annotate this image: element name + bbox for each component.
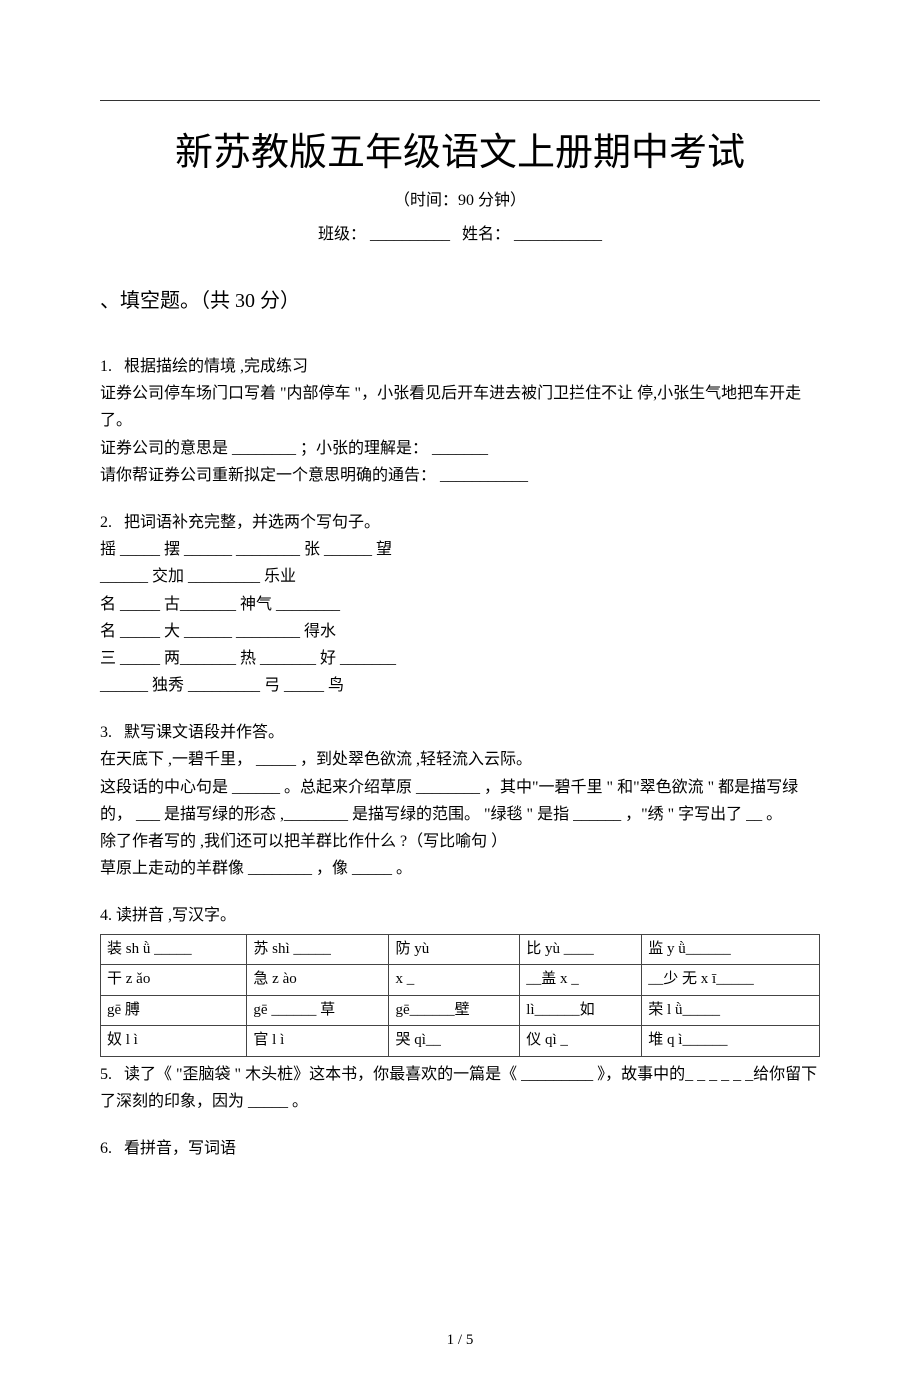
- q5-label: 5.: [100, 1066, 112, 1083]
- q2-r6: ______ 独秀 _________ 弓 _____ 鸟: [100, 677, 344, 694]
- cell: 哭 qì__: [389, 1026, 520, 1057]
- class-label: 班级：: [318, 226, 366, 243]
- question-3: 3. 默写课文语段并作答。 在天底下 ,一碧千里， _____ ，到处翠色欲流 …: [100, 719, 820, 882]
- table-row: 装 sh ǜ _____ 苏 shì _____ 防 yù 比 yù ____ …: [101, 934, 820, 965]
- question-2: 2. 把词语补充完整，并选两个写句子。 摇 _____ 摆 ______ ___…: [100, 509, 820, 699]
- section-1-header: 、填空题。（共 30 分）: [100, 284, 820, 313]
- question-1: 1. 根据描绘的情境 ,完成练习 证券公司停车场门口写着 "内部停车 "，小张看…: [100, 353, 820, 489]
- table-row: gē 膊 gē ______ 草 gē______壁 lì______如 荣 l…: [101, 995, 820, 1026]
- cell: __盖 x _: [520, 965, 642, 996]
- cell: 堆 q ì______: [642, 1026, 820, 1057]
- top-divider: [100, 100, 820, 101]
- q3-title: 默写课文语段并作答。: [124, 724, 284, 741]
- name-blank: ___________: [514, 226, 602, 243]
- pinyin-table: 装 sh ǜ _____ 苏 shì _____ 防 yù 比 yù ____ …: [100, 934, 820, 1057]
- cell: 急 z ào: [247, 965, 389, 996]
- document-title: 新苏教版五年级语文上册期中考试: [100, 121, 820, 176]
- q3-l1: 在天底下 ,一碧千里， _____ ，到处翠色欲流 ,轻轻流入云际。: [100, 751, 532, 768]
- cell: x _: [389, 965, 520, 996]
- class-blank: __________: [370, 226, 450, 243]
- question-6: 6. 看拼音，写词语: [100, 1135, 820, 1162]
- cell: gē ______ 草: [247, 995, 389, 1026]
- table-row: 干 z ǎo 急 z ào x _ __盖 x _ __少 无 x ī_____: [101, 965, 820, 996]
- q2-r2: ______ 交加 _________ 乐业: [100, 568, 296, 585]
- cell: 防 yù: [389, 934, 520, 965]
- q1-label: 1.: [100, 358, 112, 375]
- meta-line: 班级： __________ 姓名： ___________: [100, 220, 820, 244]
- cell: 比 yù ____: [520, 934, 642, 965]
- q2-r3: 名 _____ 古_______ 神气 ________: [100, 596, 340, 613]
- q2-title: 把词语补充完整，并选两个写句子。: [124, 514, 380, 531]
- cell: 官 l ì: [247, 1026, 389, 1057]
- cell: gē 膊: [101, 995, 247, 1026]
- q2-r5: 三 _____ 两_______ 热 _______ 好 _______: [100, 650, 396, 667]
- question-5: 5. 读了《 "歪脑袋 " 木头桩》这本书，你最喜欢的一篇是《 ________…: [100, 1061, 820, 1115]
- page-number: 1 / 5: [100, 1332, 820, 1349]
- q1-line1: 证券公司停车场门口写着 "内部停车 "，小张看见后开车进去被门卫拦住不让 停,小…: [100, 385, 801, 429]
- cell: 奴 l ì: [101, 1026, 247, 1057]
- cell: 苏 shì _____: [247, 934, 389, 965]
- question-4: 4. 读拼音 ,写汉字。 装 sh ǜ _____ 苏 shì _____ 防 …: [100, 902, 820, 1056]
- q2-label: 2.: [100, 514, 112, 531]
- q6-text: 看拼音，写词语: [124, 1140, 236, 1157]
- q2-r1: 摇 _____ 摆 ______ ________ 张 ______ 望: [100, 541, 392, 558]
- q1-title: 根据描绘的情境 ,完成练习: [124, 358, 308, 375]
- time-suffix: 分钟）: [474, 192, 526, 209]
- q1-line2: 证券公司的意思是 ________ ；小张的理解是： _______: [100, 440, 488, 457]
- q5-text: 读了《 "歪脑袋 " 木头桩》这本书，你最喜欢的一篇是《 _________ 》…: [100, 1066, 817, 1110]
- q2-r4: 名 _____ 大 ______ ________ 得水: [100, 623, 336, 640]
- q1-line3: 请你帮证券公司重新拟定一个意思明确的通告： ___________: [100, 467, 528, 484]
- q4-label: 4.: [100, 907, 112, 924]
- table-row: 奴 l ì 官 l ì 哭 qì__ 仪 qì _ 堆 q ì______: [101, 1026, 820, 1057]
- cell: lì______如: [520, 995, 642, 1026]
- name-label: 姓名：: [462, 226, 510, 243]
- cell: 监 y ǜ______: [642, 934, 820, 965]
- cell: __少 无 x ī_____: [642, 965, 820, 996]
- q3-l2: 这段话的中心句是 ______ 。总起来介绍草原 ________ ，其中"一碧…: [100, 779, 798, 823]
- q4-title: 读拼音 ,写汉字。: [116, 907, 236, 924]
- cell: 装 sh ǜ _____: [101, 934, 247, 965]
- cell: 干 z ǎo: [101, 965, 247, 996]
- exam-time: （时间：90 分钟）: [100, 186, 820, 210]
- cell: 荣 l ǜ_____: [642, 995, 820, 1026]
- q3-l3: 除了作者写的 ,我们还可以把羊群比作什么 ?（写比喻句 ）: [100, 833, 507, 850]
- q3-l4: 草原上走动的羊群像 ________ ，像 _____ 。: [100, 860, 412, 877]
- cell: gē______壁: [389, 995, 520, 1026]
- q3-label: 3.: [100, 724, 112, 741]
- time-value: 90: [458, 192, 474, 209]
- q6-label: 6.: [100, 1140, 112, 1157]
- cell: 仪 qì _: [520, 1026, 642, 1057]
- time-prefix: （时间：: [394, 192, 458, 209]
